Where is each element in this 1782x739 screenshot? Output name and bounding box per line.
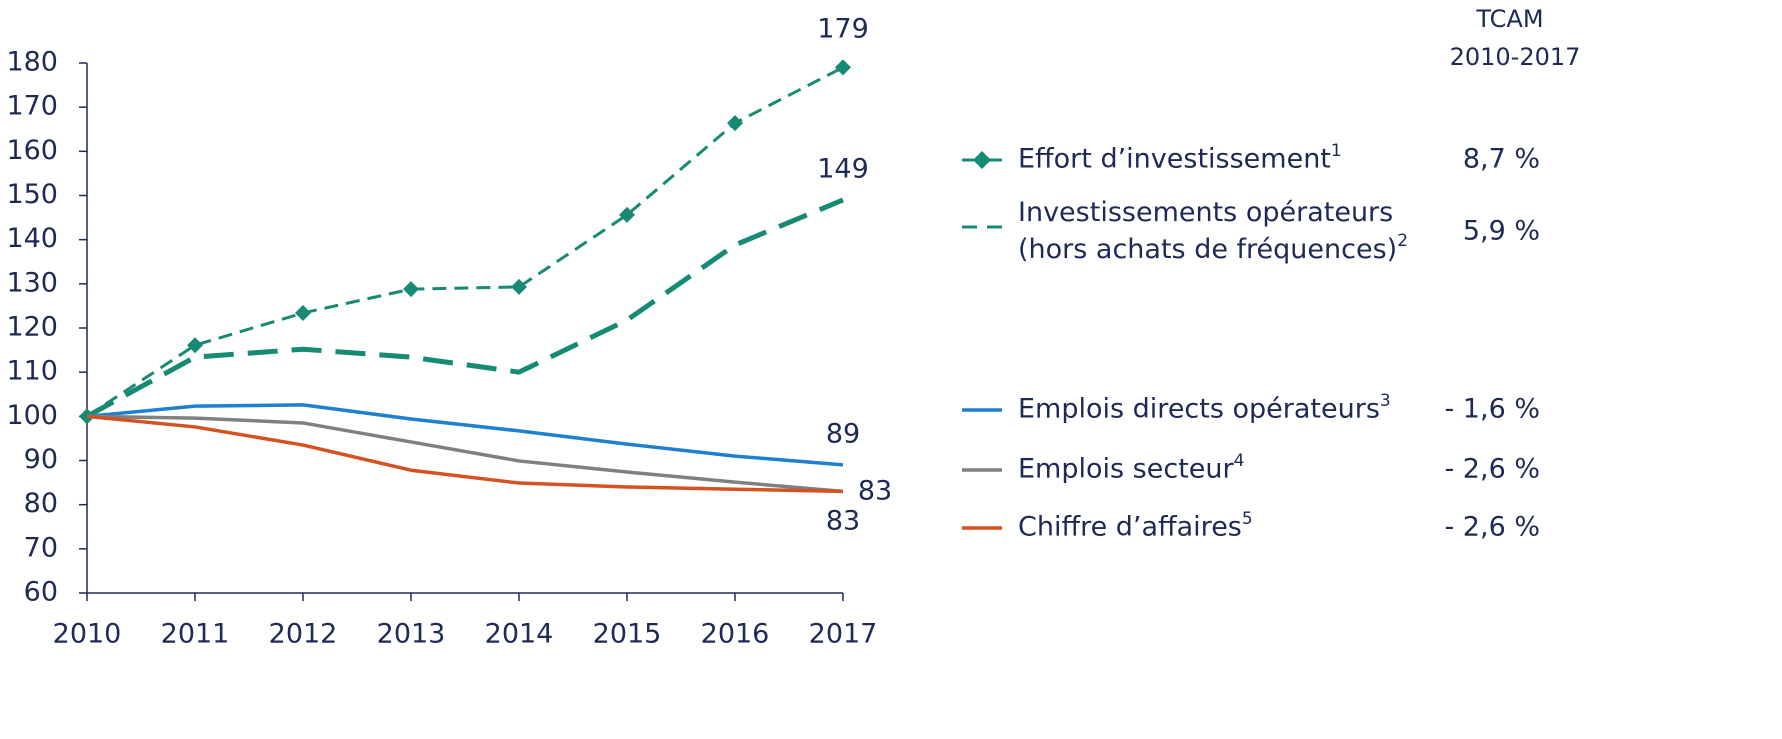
x-tick-label: 2012	[269, 619, 338, 650]
series-line	[86, 414, 844, 494]
data-label: 83	[826, 506, 860, 537]
y-tick-label: 160	[6, 135, 58, 166]
legend-tcam: - 2,6 %	[1444, 512, 1540, 543]
y-tick-label: 140	[6, 223, 58, 254]
marker	[835, 59, 851, 76]
legend-tcam: 5,9 %	[1463, 216, 1540, 247]
marker	[619, 206, 635, 223]
y-tick-label: 110	[6, 356, 58, 387]
legend-label: Emplois secteur4	[1018, 451, 1244, 485]
x-tick-label: 2013	[377, 619, 446, 650]
series-line	[86, 66, 844, 418]
legend-note: 4	[1234, 451, 1245, 471]
series-line	[86, 403, 844, 467]
x-tick-label: 2014	[485, 619, 554, 650]
x-tick-label: 2011	[161, 619, 230, 650]
y-tick-label: 100	[6, 400, 58, 431]
legend-note: 3	[1380, 391, 1391, 411]
series-line	[85, 197, 844, 419]
series-line	[86, 414, 844, 494]
data-label: 179	[817, 14, 869, 45]
y-tick-label: 170	[6, 91, 58, 122]
legend-label-line: (hors achats de fréquences)	[1018, 234, 1397, 265]
marker	[295, 304, 311, 321]
legend-header: 2010-2017	[1450, 43, 1581, 71]
legend-label: Chiffre d’affaires5	[1018, 509, 1253, 543]
data-label: 89	[826, 419, 860, 450]
x-tick-label: 2010	[53, 619, 122, 650]
legend-note: 1	[1331, 141, 1342, 161]
y-tick-label: 70	[24, 532, 58, 563]
marker	[403, 281, 419, 298]
y-tick-label: 60	[24, 577, 58, 608]
marker	[187, 337, 203, 354]
x-tick-label: 2015	[593, 619, 662, 650]
marker	[511, 278, 527, 295]
legend-note: 2	[1397, 231, 1408, 251]
y-tick-label: 120	[6, 312, 58, 343]
legend-marker	[973, 151, 991, 169]
y-tick-label: 90	[24, 444, 58, 475]
legend-note: 5	[1242, 509, 1253, 529]
legend-header: TCAM	[1475, 5, 1543, 33]
legend-tcam: - 2,6 %	[1444, 454, 1540, 485]
legend-label: Emplois directs opérateurs3	[1018, 391, 1391, 425]
legend-tcam: 8,7 %	[1463, 144, 1540, 175]
legend-label-line: Investissements opérateurs	[1018, 197, 1393, 228]
marker	[727, 115, 743, 132]
legend-label: Investissements opérateurs (hors achats d…	[1018, 197, 1408, 265]
x-tick-label: 2017	[809, 619, 878, 650]
x-tick-label: 2016	[701, 619, 770, 650]
legend-tcam: - 1,6 %	[1444, 394, 1540, 425]
data-label: 83	[858, 476, 892, 507]
y-tick-label: 130	[6, 267, 58, 298]
y-tick-label: 80	[24, 488, 58, 519]
legend-label: Effort d’investissement1	[1018, 141, 1342, 175]
data-label: 149	[817, 154, 869, 185]
y-tick-label: 180	[6, 47, 58, 78]
y-tick-label: 150	[6, 179, 58, 210]
